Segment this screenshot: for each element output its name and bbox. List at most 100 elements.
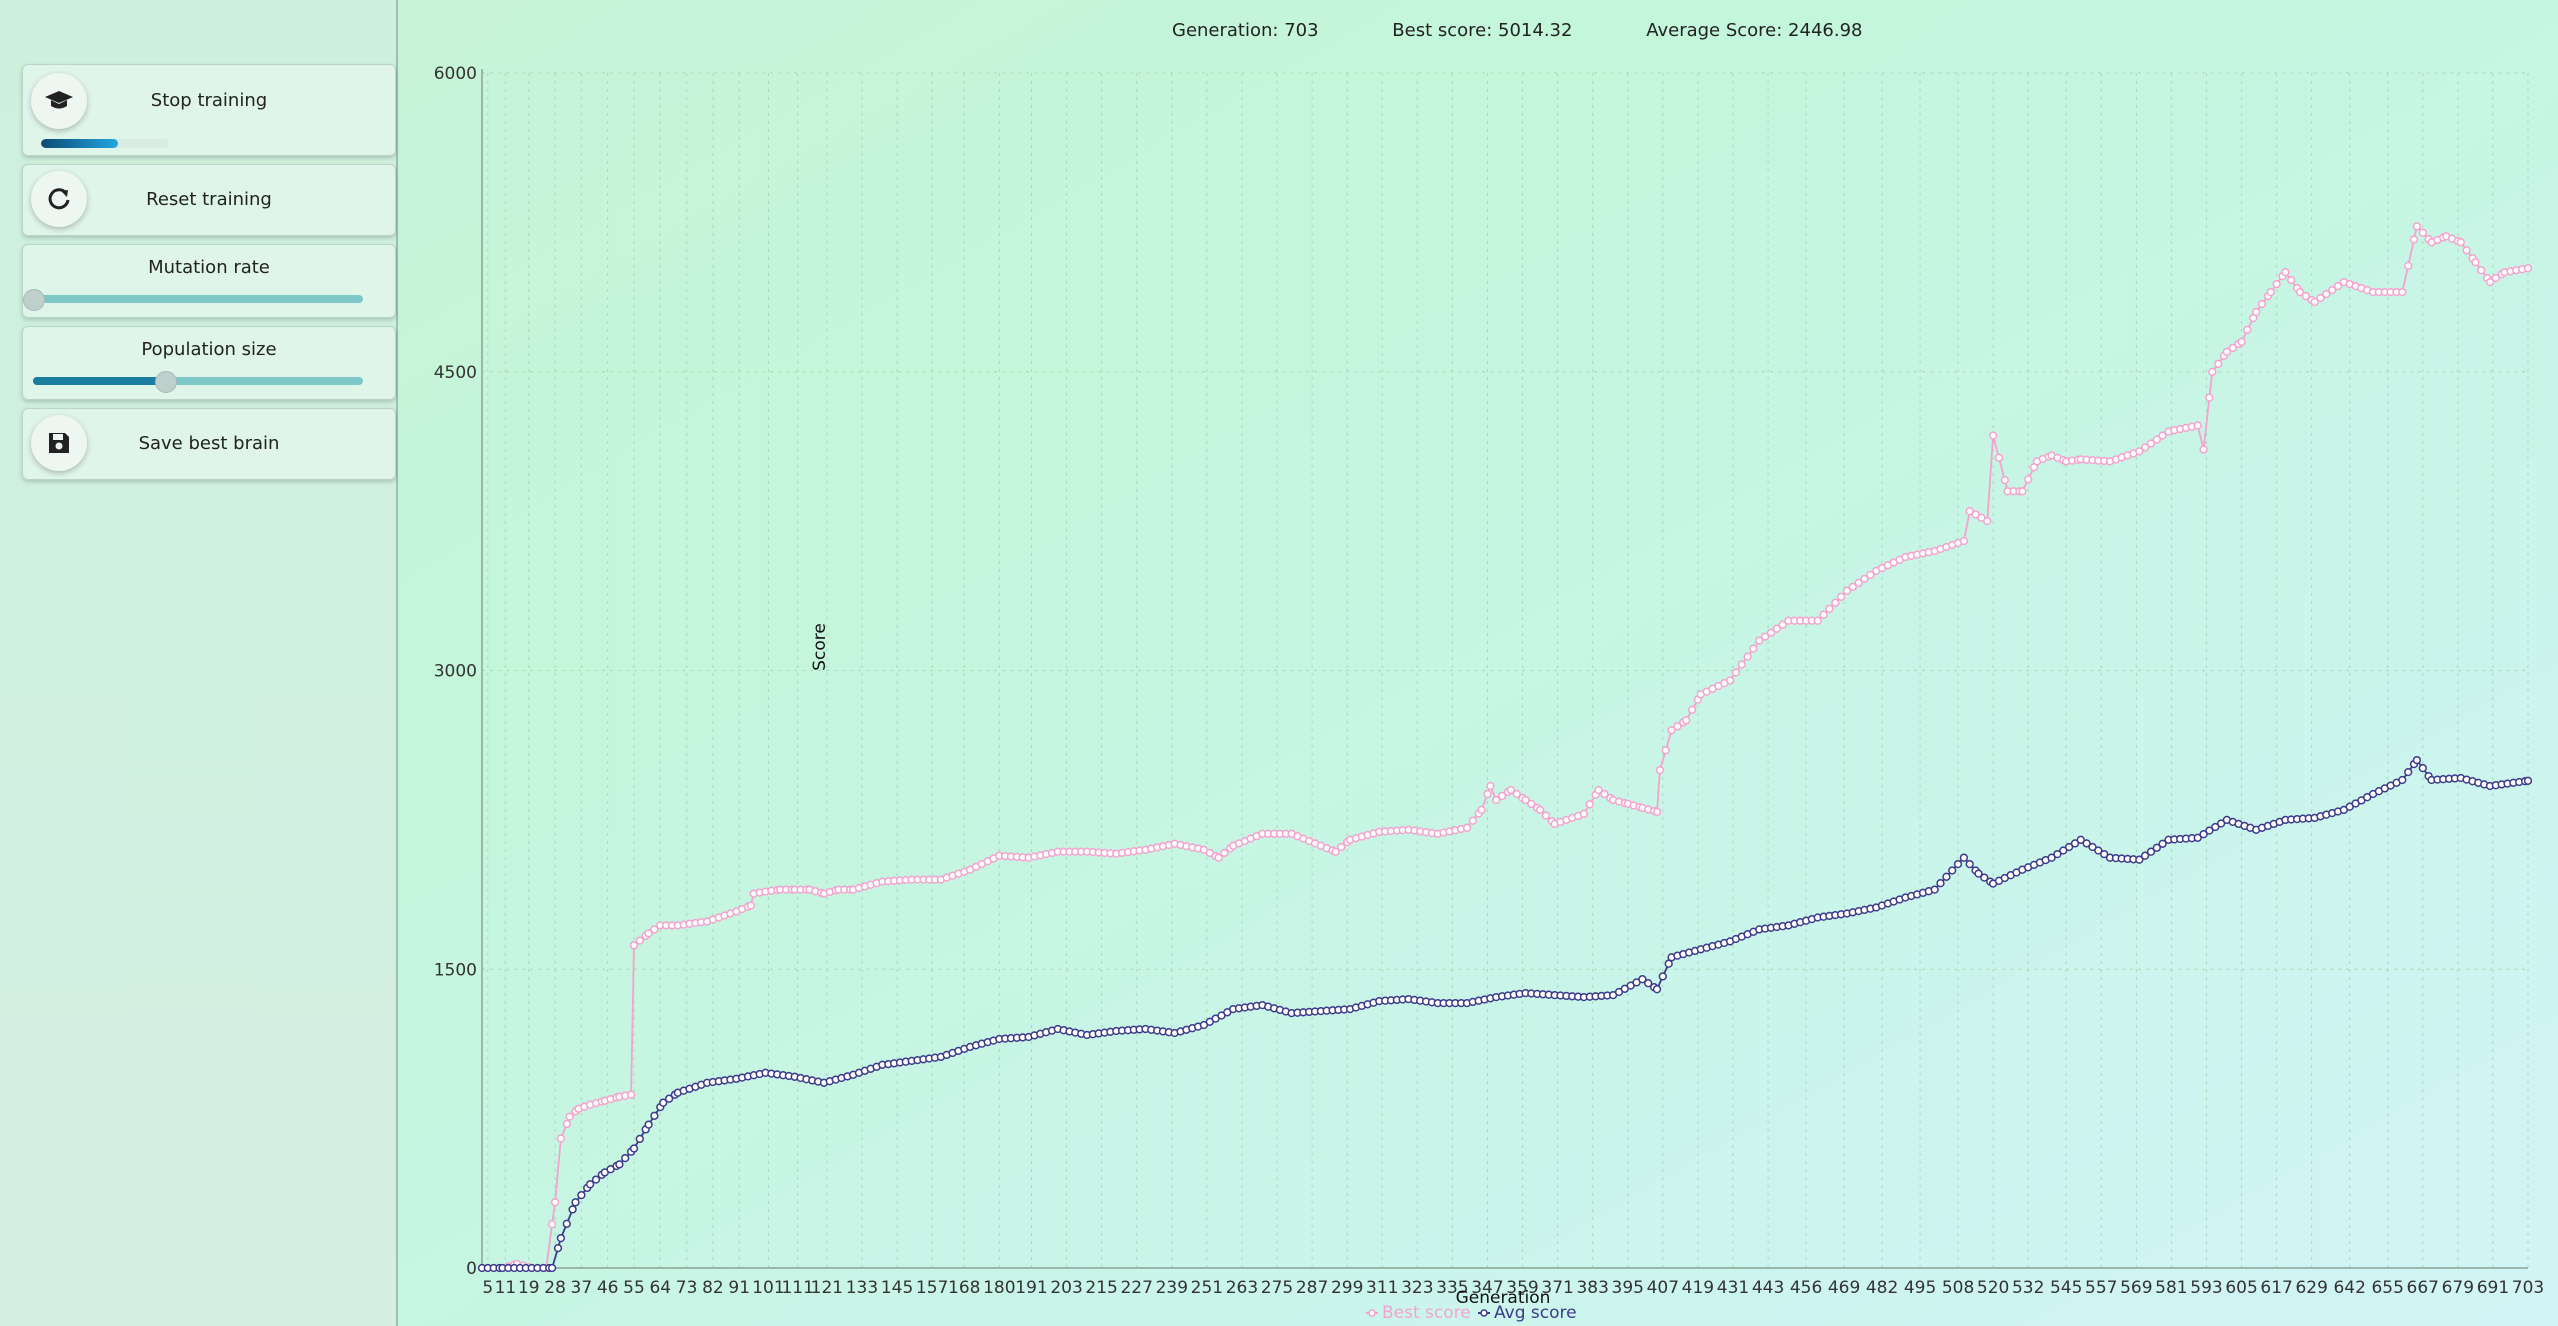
data-point: [1772, 624, 1781, 633]
data-point: [1512, 789, 1521, 799]
chart-series: [477, 222, 2533, 1273]
data-point: [2228, 343, 2237, 353]
data-point: [1214, 853, 1223, 862]
data-point: [2310, 297, 2319, 307]
population-size-thumb[interactable]: [155, 371, 177, 393]
data-point: [2281, 268, 2290, 277]
x-tick-label: 82: [702, 1278, 724, 1298]
data-point: [2523, 776, 2533, 785]
x-tick-label: 581: [2155, 1278, 2187, 1298]
chart-axes: [481, 69, 2528, 1269]
x-tick-label: 482: [1866, 1278, 1898, 1298]
series-avg-score: [477, 755, 2533, 1273]
data-point: [1506, 785, 1515, 795]
refresh-icon: [31, 171, 87, 227]
data-point: [1527, 799, 1536, 809]
data-point: [2082, 839, 2091, 848]
legend-label: Avg score: [1494, 1303, 1577, 1323]
x-tick-label: 311: [1366, 1278, 1398, 1298]
average-score-stat: Average Score: 2446.98: [1646, 20, 1863, 41]
x-tick-label: 469: [1828, 1278, 1860, 1298]
x-tick-label: 703: [2512, 1278, 2544, 1298]
x-tick-label: 55: [623, 1278, 645, 1298]
data-point: [553, 1243, 563, 1253]
x-tick-label: 263: [1226, 1278, 1258, 1298]
data-point: [659, 1098, 668, 1107]
data-point: [562, 1119, 571, 1129]
data-point: [1854, 578, 1863, 588]
data-point: [1831, 598, 1840, 607]
reset-training-button[interactable]: Reset training: [22, 164, 396, 236]
data-point: [2199, 445, 2208, 454]
data-point: [2491, 273, 2500, 283]
stats-bar: Generation: 703 Best score: 5014.32 Aver…: [1172, 20, 1930, 41]
data-point: [2208, 367, 2217, 376]
data-point: [2193, 421, 2202, 430]
data-point: [615, 1160, 624, 1169]
data-point: [2485, 277, 2495, 287]
population-size-label: Population size: [141, 339, 277, 360]
data-point: [556, 1233, 566, 1243]
data-point: [1819, 610, 1828, 619]
data-point: [2222, 347, 2232, 356]
data-point: [1725, 676, 1735, 685]
x-tick-label: 101: [752, 1278, 784, 1298]
data-point: [1585, 800, 1594, 809]
data-point: [2146, 847, 2156, 856]
data-point: [2266, 287, 2275, 297]
x-tick-label: 679: [2442, 1278, 2474, 1298]
data-point: [1652, 807, 1662, 817]
data-point: [1760, 632, 1770, 641]
data-point: [2243, 325, 2252, 335]
reset-training-label: Reset training: [146, 189, 272, 210]
x-tick-label: 239: [1156, 1278, 1188, 1298]
data-point: [1988, 431, 1998, 440]
x-tick-label: 532: [2012, 1278, 2044, 1298]
data-point: [571, 1198, 580, 1207]
data-point: [1848, 582, 1857, 592]
legend-marker: [1480, 1309, 1488, 1317]
generation-stat: Generation: 703: [1172, 20, 1319, 41]
data-point: [1980, 873, 1989, 882]
x-tick-label: 557: [2085, 1278, 2117, 1298]
data-point: [2140, 851, 2150, 860]
data-point: [556, 1134, 566, 1143]
stop-training-button[interactable]: Stop training: [22, 64, 396, 156]
data-point: [1486, 781, 1495, 791]
data-point: [629, 941, 639, 950]
data-point: [1477, 805, 1486, 815]
data-point: [2216, 819, 2226, 828]
data-point: [568, 1205, 577, 1214]
population-size-slider[interactable]: [33, 371, 363, 393]
data-point: [1936, 879, 1945, 888]
save-best-brain-button[interactable]: Save best brain: [22, 408, 396, 480]
y-tick-label: 1500: [434, 960, 477, 980]
data-point: [1959, 536, 1969, 546]
mutation-rate-thumb[interactable]: [23, 289, 45, 311]
data-point: [2000, 475, 2009, 485]
y-tick-label: 0: [466, 1259, 477, 1279]
data-point: [2316, 293, 2325, 303]
mutation-rate-panel: Mutation rate: [22, 244, 396, 318]
data-point: [2135, 447, 2144, 456]
data-point: [1965, 859, 1974, 869]
data-point: [1983, 516, 1992, 526]
x-tick-label: 655: [2371, 1278, 2403, 1298]
data-point: [1658, 972, 1667, 981]
data-point: [1994, 453, 2004, 462]
x-tick-label: 667: [2407, 1278, 2439, 1298]
mutation-rate-slider[interactable]: [23, 289, 363, 311]
mutation-rate-label: Mutation rate: [148, 257, 270, 278]
data-point: [1813, 616, 1822, 625]
x-tick-label: 91: [728, 1278, 750, 1298]
data-point: [644, 1120, 653, 1129]
x-tick-label: 520: [1977, 1278, 2009, 1298]
population-size-panel: Population size: [22, 326, 396, 400]
data-point: [1667, 726, 1676, 735]
chart-grid: [482, 72, 2529, 1269]
data-point: [2398, 287, 2407, 297]
population-size-fill: [33, 377, 165, 385]
data-point: [2418, 228, 2427, 237]
data-point: [1930, 885, 1939, 894]
data-point: [1682, 716, 1691, 725]
